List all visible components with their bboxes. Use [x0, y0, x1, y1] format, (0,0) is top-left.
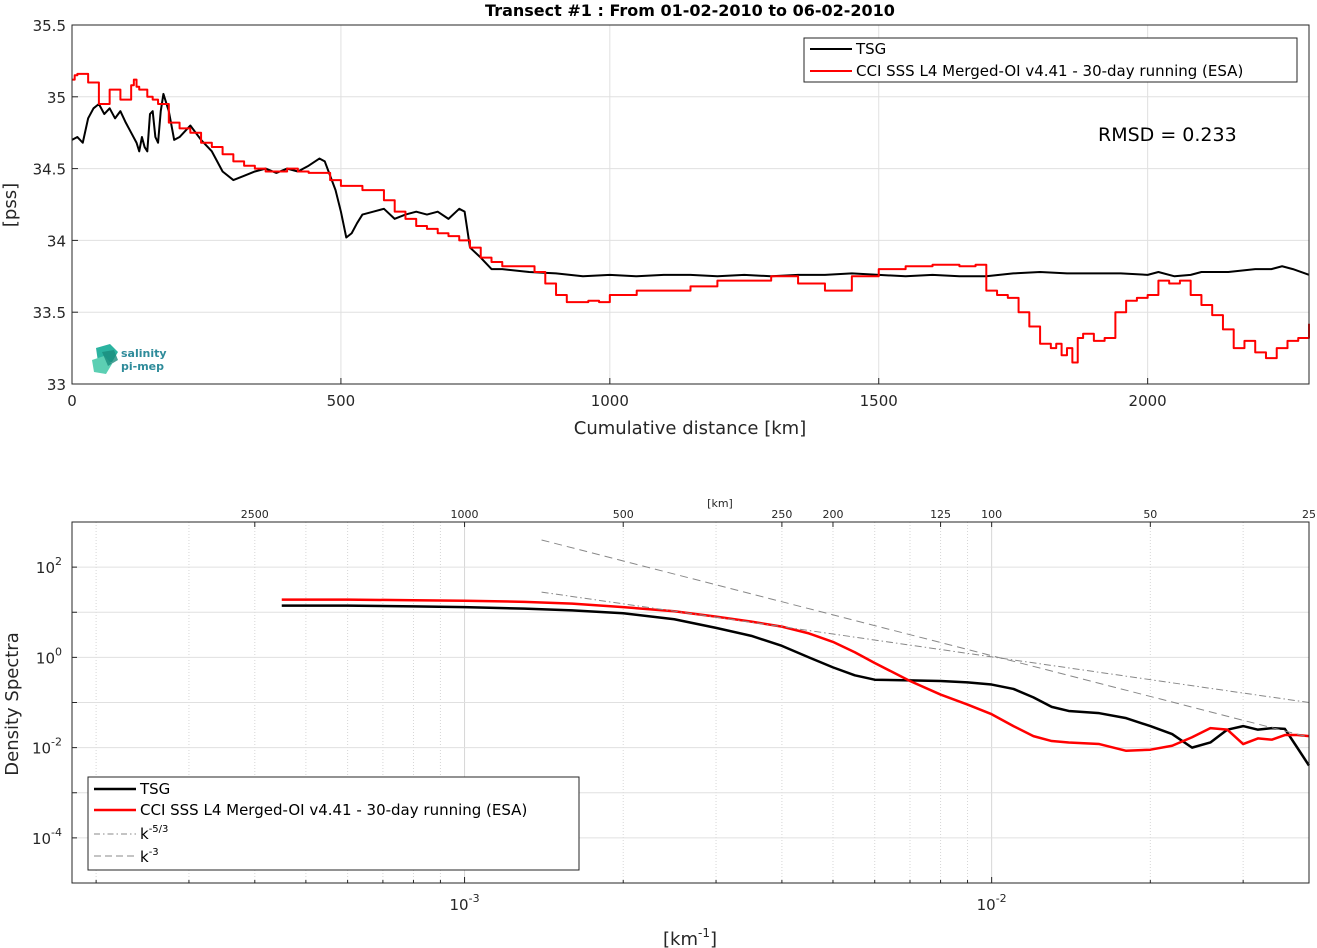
bottom-y-tick-label: 102 — [36, 555, 62, 577]
salinity-pi-mep-logo: salinity pi-mep — [92, 344, 167, 374]
bottom-top-axis-ticks: 2500 1000 500 250 200 125 100 50 25 — [241, 508, 1316, 527]
bottom-legend-label-k53-base: k — [140, 825, 149, 843]
top-y-tick-label: 33 — [47, 376, 66, 394]
top-legend-label-tsg: TSG — [855, 40, 886, 58]
top-y-tick-label: 33.5 — [33, 304, 66, 322]
logo-text-salinity: salinity — [121, 347, 167, 360]
bottom-series-line-k3 — [541, 539, 1310, 738]
top-y-tick-label: 34 — [47, 232, 66, 250]
top-legend-box — [803, 37, 1298, 83]
bottom-y-tick-label: 100 — [36, 645, 62, 667]
top-x-tick-label: 1000 — [591, 392, 629, 410]
top-ticks: 0 500 1000 1500 2000 33 33.5 34 34.5 35 35.5 — [33, 17, 1167, 410]
bottom-legend-label-k53: k-5/3 — [140, 824, 168, 843]
top-x-tick-label: 0 — [67, 392, 77, 410]
top-x-tick-label: 2000 — [1129, 392, 1167, 410]
top-y-axis-label: [pss] — [0, 183, 21, 227]
top-series-line-cci — [72, 72, 1310, 364]
top-x-tick-label: 1500 — [860, 392, 898, 410]
bottom-x-tick-label: 10-2 — [977, 892, 1007, 914]
top-legend: TSG CCI SSS L4 Merged-OI v4.41 - 30-day … — [803, 37, 1298, 83]
top-x-axis-label: Cumulative distance [km] — [574, 418, 806, 439]
bottom-series-line-cci — [281, 598, 1310, 753]
bottom-legend-label-cci: CCI SSS L4 Merged-OI v4.41 - 30-day runn… — [140, 801, 527, 819]
bottom-top-tick-label: 200 — [822, 508, 843, 521]
bottom-top-tick-label: 250 — [771, 508, 792, 521]
bottom-legend: TSG CCI SSS L4 Merged-OI v4.41 - 30-day … — [87, 776, 580, 871]
bottom-legend-label-k3: k-3 — [140, 847, 159, 866]
bottom-top-tick-label: 100 — [981, 508, 1002, 521]
bottom-y-axis-label: Density Spectra — [2, 632, 23, 775]
salinity-transect-chart: Transect #1 : From 01-02-2010 to 06-02-2… — [0, 1, 1310, 439]
bottom-top-tick-label: 500 — [613, 508, 634, 521]
top-series-line-tsg — [71, 92, 1310, 278]
bottom-x-axis-label-exp: -1 — [698, 926, 710, 940]
top-y-tick-label: 35.5 — [33, 17, 66, 35]
bottom-y-tick-label: 10-2 — [32, 736, 62, 758]
bottom-legend-label-k53-exp: -5/3 — [149, 824, 169, 835]
top-y-tick-label: 35 — [47, 89, 66, 107]
bottom-ticks: 10-3 10-2 10-4 10-2 100 102 — [32, 521, 1310, 914]
top-x-tick-label: 500 — [327, 392, 356, 410]
bottom-legend-label-k3-base: k — [140, 848, 149, 866]
bottom-top-tick-label: 2500 — [241, 508, 269, 521]
rmsd-annotation: RMSD = 0.233 — [1098, 124, 1237, 146]
bottom-series-group — [281, 539, 1311, 767]
bottom-top-tick-label: 25 — [1302, 508, 1316, 521]
bottom-top-tick-label: 50 — [1143, 508, 1157, 521]
logo-icon — [92, 344, 118, 374]
top-plot-frame — [71, 24, 1310, 385]
bottom-x-axis-label-tail: ] — [710, 929, 717, 948]
chart-title: Transect #1 : From 01-02-2010 to 06-02-2… — [485, 1, 895, 20]
bottom-legend-label-k3-exp: -3 — [149, 847, 159, 858]
bottom-top-tick-label: 125 — [930, 508, 951, 521]
bottom-series-line-tsg — [281, 604, 1311, 767]
bottom-legend-label-tsg: TSG — [139, 780, 170, 798]
density-spectra-chart: 10-3 10-2 10-4 10-2 100 102 2500 1000 500 250 200… — [2, 497, 1316, 948]
bottom-x-axis-label-base: [km — [663, 929, 698, 948]
top-y-tick-label: 34.5 — [33, 161, 66, 179]
top-legend-label-cci: CCI SSS L4 Merged-OI v4.41 - 30-day runn… — [856, 62, 1243, 80]
top-axis-unit-label: [km] — [707, 497, 733, 510]
logo-text-pimep: pi-mep — [121, 360, 164, 373]
top-series-group — [71, 72, 1310, 364]
bottom-x-tick-label: 10-3 — [450, 892, 480, 914]
bottom-y-tick-label: 10-4 — [32, 826, 62, 848]
bottom-legend-box — [87, 776, 580, 871]
bottom-x-axis-label: [km-1] — [663, 926, 717, 948]
bottom-top-tick-label: 1000 — [451, 508, 479, 521]
bottom-series-line-k53 — [541, 591, 1310, 703]
